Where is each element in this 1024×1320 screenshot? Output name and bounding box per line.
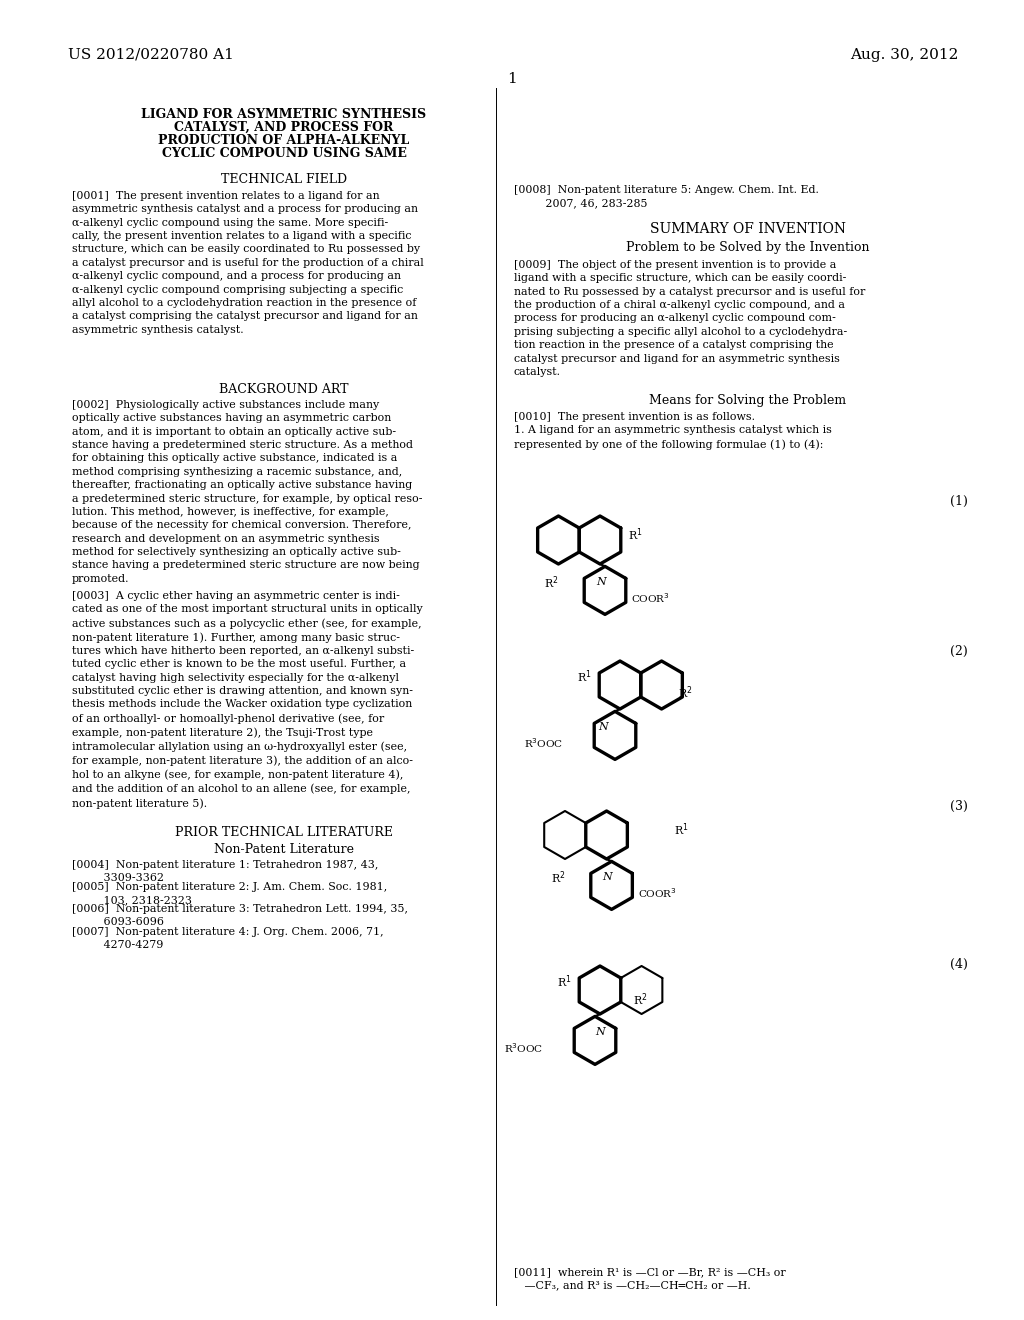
Text: CATALYST, AND PROCESS FOR: CATALYST, AND PROCESS FOR xyxy=(174,121,393,135)
Text: R$^1$: R$^1$ xyxy=(674,821,689,838)
Text: (1): (1) xyxy=(950,495,968,508)
Text: (4): (4) xyxy=(950,958,968,972)
Text: N: N xyxy=(603,873,612,882)
Text: R$^1$: R$^1$ xyxy=(628,527,643,544)
Text: (2): (2) xyxy=(950,645,968,657)
Text: Means for Solving the Problem: Means for Solving the Problem xyxy=(649,393,847,407)
Text: PRIOR TECHNICAL LITERATURE: PRIOR TECHNICAL LITERATURE xyxy=(175,826,393,840)
Text: R$^2$: R$^2$ xyxy=(551,869,565,886)
Text: LIGAND FOR ASYMMETRIC SYNTHESIS: LIGAND FOR ASYMMETRIC SYNTHESIS xyxy=(141,108,427,121)
Text: N: N xyxy=(598,722,608,733)
Text: Problem to be Solved by the Invention: Problem to be Solved by the Invention xyxy=(627,242,869,253)
Text: COOR$^3$: COOR$^3$ xyxy=(638,887,677,900)
Text: [0004]  Non-patent literature 1: Tetrahedron 1987, 43,
         3309-3362: [0004] Non-patent literature 1: Tetrahed… xyxy=(72,861,379,883)
Text: TECHNICAL FIELD: TECHNICAL FIELD xyxy=(221,173,347,186)
Text: [0011]  wherein R¹ is —Cl or —Br, R² is —CH₃ or
   —CF₃, and R³ is —CH₂—CH═CH₂ o: [0011] wherein R¹ is —Cl or —Br, R² is —… xyxy=(514,1267,785,1291)
Text: [0003]  A cyclic ether having an asymmetric center is indi-
cated as one of the : [0003] A cyclic ether having an asymmetr… xyxy=(72,591,423,809)
Text: R$^3$OOC: R$^3$OOC xyxy=(524,737,563,750)
Text: [0007]  Non-patent literature 4: J. Org. Chem. 2006, 71,
         4270-4279: [0007] Non-patent literature 4: J. Org. … xyxy=(72,927,384,950)
Text: 1: 1 xyxy=(507,73,517,86)
Text: N: N xyxy=(596,577,606,587)
Text: BACKGROUND ART: BACKGROUND ART xyxy=(219,383,349,396)
Text: [0002]  Physiologically active substances include many
optically active substanc: [0002] Physiologically active substances… xyxy=(72,400,423,583)
Text: SUMMARY OF INVENTION: SUMMARY OF INVENTION xyxy=(650,222,846,236)
Text: R$^3$OOC: R$^3$OOC xyxy=(504,1041,543,1055)
Text: [0005]  Non-patent literature 2: J. Am. Chem. Soc. 1981,
         103, 2318-2323: [0005] Non-patent literature 2: J. Am. C… xyxy=(72,882,387,906)
Text: [0009]  The object of the present invention is to provide a
ligand with a specif: [0009] The object of the present inventi… xyxy=(514,260,865,378)
Text: R$^1$: R$^1$ xyxy=(578,669,592,685)
Text: Non-Patent Literature: Non-Patent Literature xyxy=(214,843,354,855)
Text: CYCLIC COMPOUND USING SAME: CYCLIC COMPOUND USING SAME xyxy=(162,147,407,160)
Text: Aug. 30, 2012: Aug. 30, 2012 xyxy=(850,48,958,62)
Text: (3): (3) xyxy=(950,800,968,813)
Text: R$^2$: R$^2$ xyxy=(633,991,648,1008)
Text: R$^1$: R$^1$ xyxy=(557,974,572,990)
Text: [0006]  Non-patent literature 3: Tetrahedron Lett. 1994, 35,
         6093-6096: [0006] Non-patent literature 3: Tetrahed… xyxy=(72,904,408,928)
Text: [0001]  The present invention relates to a ligand for an
asymmetric synthesis ca: [0001] The present invention relates to … xyxy=(72,191,424,334)
Text: N: N xyxy=(595,1027,605,1038)
Text: PRODUCTION OF ALPHA-ALKENYL: PRODUCTION OF ALPHA-ALKENYL xyxy=(159,135,410,147)
Text: [0008]  Non-patent literature 5: Angew. Chem. Int. Ed.
         2007, 46, 283-28: [0008] Non-patent literature 5: Angew. C… xyxy=(514,185,819,209)
Text: COOR$^3$: COOR$^3$ xyxy=(631,591,670,606)
Text: R$^2$: R$^2$ xyxy=(545,574,559,590)
Text: R$^2$: R$^2$ xyxy=(678,685,692,701)
Text: US 2012/0220780 A1: US 2012/0220780 A1 xyxy=(68,48,233,62)
Text: [0010]  The present invention is as follows.
1. A ligand for an asymmetric synth: [0010] The present invention is as follo… xyxy=(514,412,831,450)
